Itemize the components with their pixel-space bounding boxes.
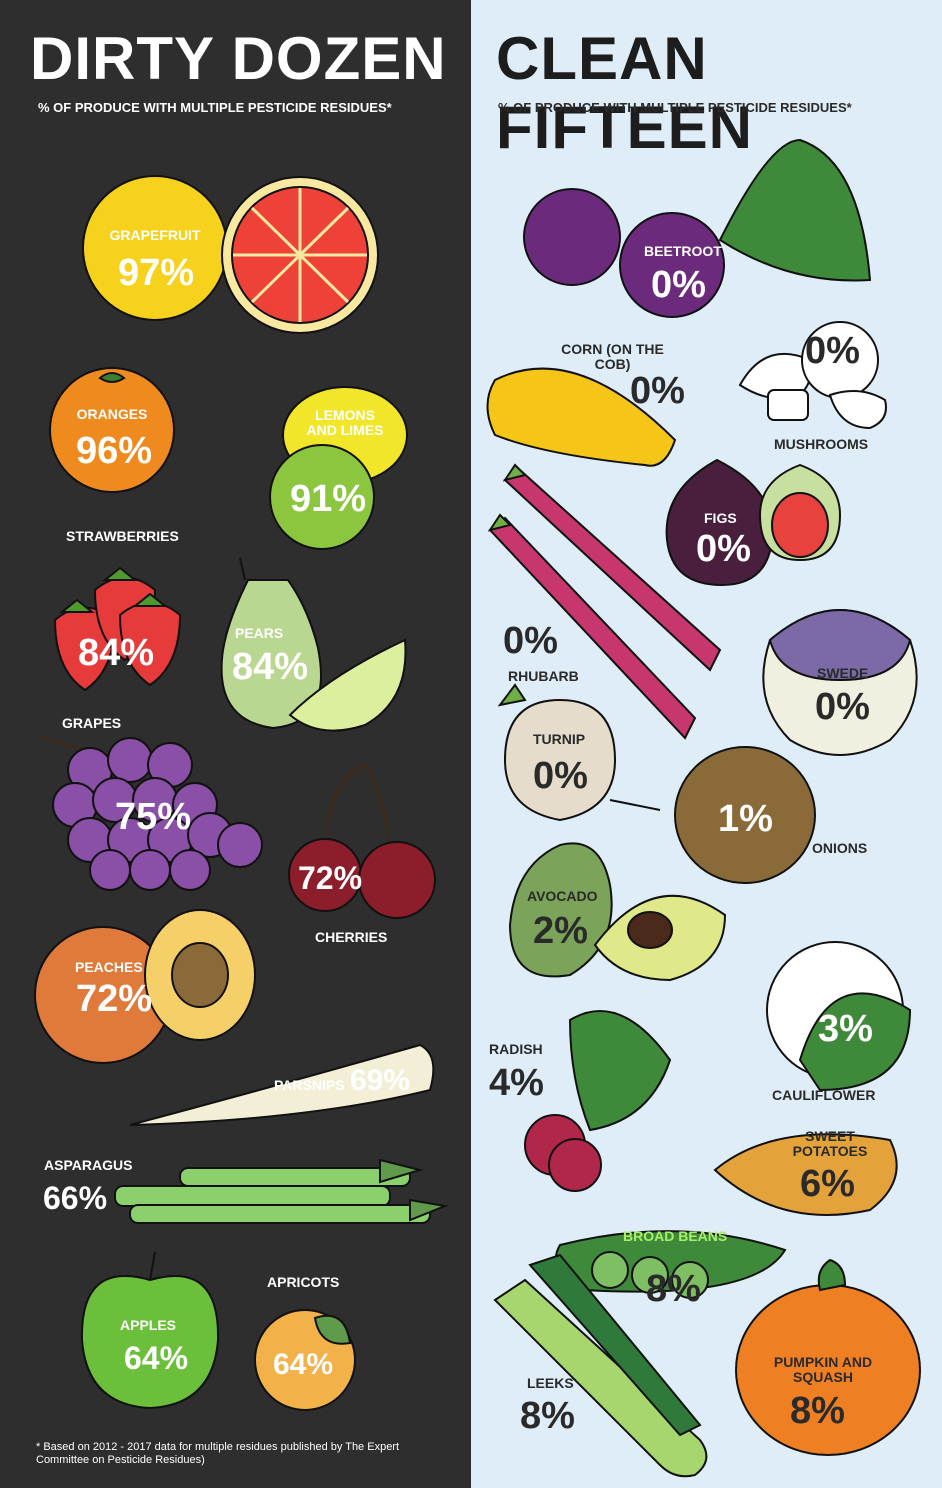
apricots-label: APRICOTS: [267, 1274, 340, 1290]
cherries-pct: 72%: [298, 860, 363, 896]
avocado-pct: 2%: [533, 910, 588, 952]
cauliflower-pct: 3%: [818, 1008, 873, 1050]
onions-pct: 1%: [718, 798, 773, 840]
onions-label: ONIONS: [812, 840, 868, 856]
grapes-pct: 75%: [115, 796, 192, 838]
broad-beans-icon: [555, 1230, 787, 1299]
oranges-label: ORANGES: [76, 406, 148, 422]
mushrooms-pct: 0%: [805, 330, 860, 372]
swede-label: SWEDE: [817, 665, 869, 681]
beetroot-icon: [523, 138, 872, 318]
grapes-icon: [41, 736, 263, 891]
pear-icon: [220, 557, 407, 732]
apricots-pct: 64%: [273, 1348, 334, 1381]
sweet-potato-icon: [713, 1133, 898, 1216]
pumpkin-squash-label: PUMPKIN AND SQUASH: [773, 1354, 873, 1385]
dirty-dozen-title: DIRTY DOZEN: [30, 25, 447, 92]
pumpkin-squash-pct: 8%: [790, 1390, 845, 1432]
mushroom-icon: [738, 321, 887, 430]
radish-icon: [524, 1010, 672, 1192]
cherries-icon: [288, 763, 436, 919]
lemons-limes-pct: 91%: [290, 478, 367, 520]
pears-label: PEARS: [235, 625, 284, 641]
orange-icon: [49, 367, 175, 493]
fig-icon: [665, 458, 842, 587]
corn-label: CORN (ON THE COB): [561, 341, 664, 372]
broad-beans-pct: 8%: [646, 1268, 701, 1310]
turnip-label: TURNIP: [533, 731, 586, 747]
sweet-potatoes-pct: 6%: [800, 1163, 855, 1205]
apricot-icon: [254, 1309, 356, 1411]
onion-icon: [674, 746, 816, 884]
peaches-label: PEACHES: [75, 959, 143, 975]
leeks-icon: [493, 1253, 708, 1478]
leeks-label: LEEKS: [527, 1375, 574, 1391]
radish-label: RADISH: [489, 1041, 543, 1057]
rhubarb-pct: 0%: [503, 620, 558, 662]
radish-pct: 4%: [489, 1062, 544, 1104]
strawberries-label: STRAWBERRIES: [66, 528, 179, 544]
grapes-label: GRAPES: [62, 715, 122, 731]
clean-fifteen-title: CLEAN FIFTEEN: [496, 25, 753, 161]
peach-icon: [34, 909, 256, 1064]
strawberry-icon: [53, 566, 182, 692]
dirty-dozen-subtitle: % OF PRODUCE WITH MULTIPLE PESTICIDE RES…: [38, 100, 392, 115]
lemons-limes-label: LEMONS AND LIMES: [306, 407, 384, 438]
parsnips-pct: 69%: [350, 1064, 411, 1097]
corn-icon: [486, 367, 677, 467]
corn-pct: 0%: [630, 370, 685, 412]
oranges-pct: 96%: [76, 430, 153, 472]
cauliflower-label: CAULIFLOWER: [772, 1087, 876, 1103]
apples-label: APPLES: [120, 1317, 177, 1333]
cherries-label: CHERRIES: [315, 929, 388, 945]
beetroot-label: BEETROOT: [644, 243, 722, 259]
broad-beans-label: BROAD BEANS: [623, 1228, 728, 1244]
mushrooms-label: MUSHROOMS: [774, 436, 869, 452]
asparagus-label: ASPARAGUS: [44, 1157, 133, 1173]
asparagus-icon: [114, 1158, 449, 1224]
figs-pct: 0%: [696, 528, 751, 570]
turnip-icon: [497, 683, 661, 822]
figs-label: FIGS: [704, 510, 737, 526]
pears-pct: 84%: [232, 646, 309, 688]
turnip-pct: 0%: [533, 755, 588, 797]
peaches-pct: 72%: [76, 978, 153, 1020]
leeks-pct: 8%: [520, 1395, 575, 1437]
apple-icon: [80, 1251, 220, 1410]
pumpkin-icon: [735, 1258, 921, 1456]
parsnip-icon: [129, 1043, 435, 1126]
lemon-lime-icon: [269, 386, 408, 550]
parsnips-label: PARSNIPS: [274, 1077, 345, 1093]
grapefruit-icon: [82, 175, 379, 334]
footnote: * Based on 2012 - 2017 data for multiple…: [36, 1441, 400, 1466]
strawberries-pct: 84%: [78, 632, 155, 674]
sweet-potatoes-label: SWEET POTATOES: [792, 1128, 868, 1159]
swede-pct: 0%: [815, 686, 870, 728]
rhubarb-icon: [487, 463, 722, 740]
swede-icon: [762, 609, 918, 756]
beetroot-pct: 0%: [651, 264, 706, 306]
avocado-label: AVOCADO: [527, 888, 598, 904]
avocado-icon: [508, 842, 727, 982]
asparagus-pct: 66%: [43, 1180, 108, 1216]
clean-fifteen-subtitle: % OF PRODUCE WITH MULTIPLE PESTICIDE RES…: [498, 100, 852, 115]
grapefruit-label: GRAPEFRUIT: [109, 227, 201, 243]
apples-pct: 64%: [124, 1340, 189, 1376]
cauliflower-icon: [766, 941, 912, 1092]
rhubarb-label: RHUBARB: [508, 668, 579, 684]
grapefruit-pct: 97%: [118, 252, 195, 294]
